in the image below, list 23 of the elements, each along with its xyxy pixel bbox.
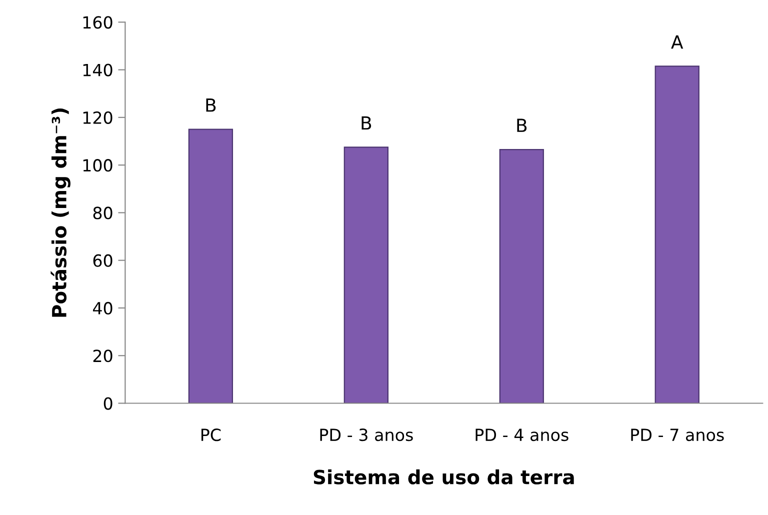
annotation: B xyxy=(206,98,216,112)
bar xyxy=(344,146,388,404)
x-tick-label: PD - 4 anos xyxy=(476,428,568,442)
y-tick-label: 100 xyxy=(83,159,112,172)
y-tick-label: 0 xyxy=(104,397,112,410)
y-tick-label: 140 xyxy=(83,64,112,76)
annotation: B xyxy=(362,116,372,130)
y-tick-label: 160 xyxy=(83,16,112,29)
bar xyxy=(654,66,700,404)
x-axis-title: Sistema de uso da terra xyxy=(314,469,574,484)
y-tick-label: 120 xyxy=(83,111,112,124)
y-tick-label: 80 xyxy=(93,206,112,220)
x-tick-label: PD - 7 anos xyxy=(631,428,724,442)
bar xyxy=(188,128,234,404)
annotation: B xyxy=(517,118,527,132)
y-tick-label: 20 xyxy=(93,350,112,362)
y-tick-label: 60 xyxy=(93,254,112,267)
y-axis-title: Potássio (mg dm⁻³) xyxy=(50,108,70,317)
annotation: A xyxy=(671,35,684,49)
y-tick-label: 40 xyxy=(92,302,112,315)
bar xyxy=(499,149,544,404)
x-tick-label: PC xyxy=(201,428,221,442)
x-tick-label: PD - 3 anos xyxy=(320,428,413,442)
